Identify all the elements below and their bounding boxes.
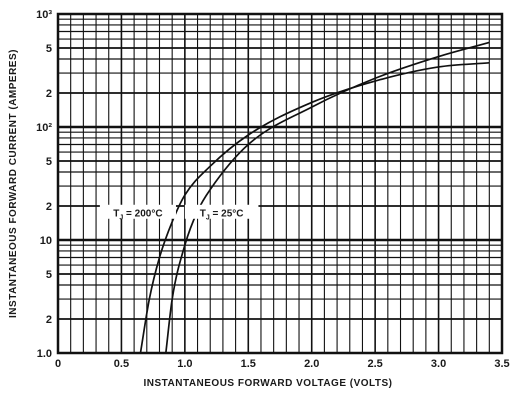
y-tick-label: 2 bbox=[46, 88, 52, 100]
curve-tj-25c bbox=[164, 41, 490, 354]
x-tick-label: 1.0 bbox=[177, 358, 192, 370]
x-tick-label: 0 bbox=[55, 358, 61, 370]
grid bbox=[58, 14, 502, 353]
y-axis-label: INSTANTANEOUS FORWARD CURRENT (AMPERES) bbox=[8, 49, 19, 318]
y-tick-label: 1.0 bbox=[37, 348, 52, 360]
y-tick-label: 5 bbox=[46, 43, 52, 55]
y-tick-label: 10³ bbox=[36, 9, 52, 21]
y-tick-label: 10 bbox=[40, 235, 52, 247]
y-tick-label: 10² bbox=[36, 122, 52, 134]
curve-tj-200c bbox=[139, 61, 490, 354]
x-tick-label: 0.5 bbox=[114, 358, 129, 370]
x-tick-label: 3.0 bbox=[431, 358, 446, 370]
x-tick-label: 1.5 bbox=[241, 358, 256, 370]
curves bbox=[99, 41, 490, 354]
series-label-25c: TJ = 25°C bbox=[200, 208, 244, 221]
y-tick-label: 5 bbox=[46, 156, 52, 168]
x-tick-label: 3.5 bbox=[494, 358, 509, 370]
plot-frame bbox=[56, 12, 504, 355]
x-axis-label: INSTANTANEOUS FORWARD VOLTAGE (VOLTS) bbox=[143, 378, 392, 389]
x-tick-label: 2.5 bbox=[367, 358, 382, 370]
x-tick-label: 2.0 bbox=[304, 358, 319, 370]
label-knockout-25c bbox=[184, 204, 259, 219]
label-knockout-200c bbox=[99, 204, 176, 219]
y-tick-label: 2 bbox=[46, 314, 52, 326]
y-tick-label: 5 bbox=[46, 269, 52, 281]
series-label-200c: TJ = 200°C bbox=[113, 208, 162, 221]
y-tick-label: 2 bbox=[46, 201, 52, 213]
y-tick-labels: 1.0 2 5 10 2 5 10² 2 5 10³ bbox=[36, 9, 52, 360]
x-tick-labels: 0 0.5 1.0 1.5 2.0 2.5 3.0 3.5 bbox=[55, 358, 510, 370]
